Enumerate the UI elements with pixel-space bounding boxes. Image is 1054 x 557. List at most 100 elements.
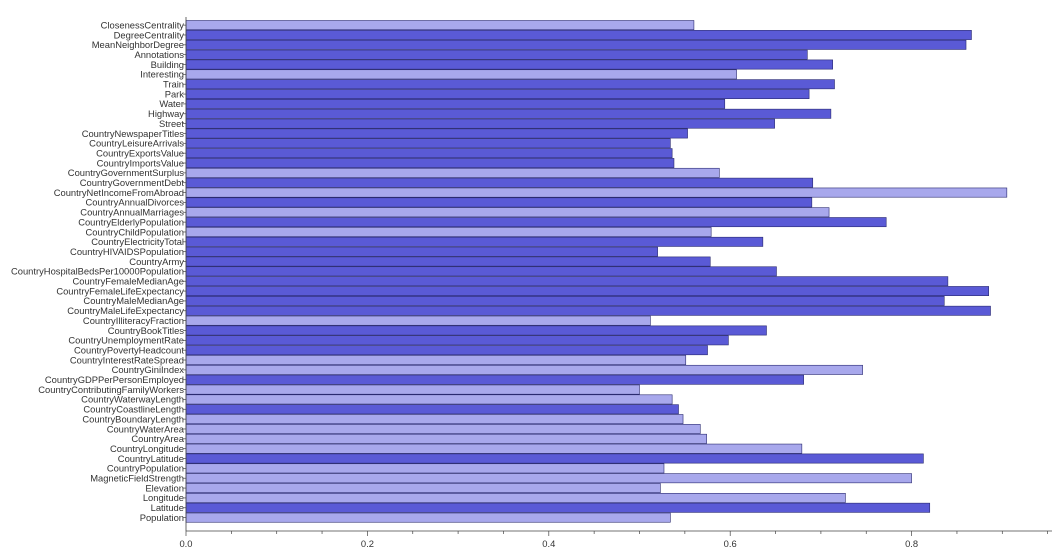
category-label: CountryImportsValue [97, 157, 184, 168]
category-label: CountryLongitude [110, 443, 184, 454]
category-label: CountryHospitalBedsPer10000Population [11, 266, 184, 277]
category-label: CountryInterestRateSpread [70, 354, 184, 365]
bar-CountryAnnualDivorces [185, 197, 813, 208]
bar-MagneticFieldStrength [185, 473, 912, 484]
category-label: MeanNeighborDegree [92, 39, 184, 50]
category-label: CountryHIVAIDSPopulation [70, 246, 184, 257]
bar-Train [185, 79, 835, 90]
bar-Interesting [185, 69, 737, 80]
bar-Latitude [185, 502, 931, 513]
category-label: CountryFemaleMedianAge [72, 276, 184, 287]
category-label: CountryGovernmentDebt [80, 177, 185, 188]
category-label: CountryElectricityTotal [91, 236, 184, 247]
bar-CountryChildPopulation [185, 227, 712, 237]
x-tick-label: 0.8 [905, 538, 918, 549]
category-label: CountryArea [131, 433, 184, 444]
bar-Street [185, 118, 775, 129]
bar-DegreeCentrality [185, 30, 972, 40]
bar-CountryLongitude [185, 443, 803, 454]
x-tick-label: 0.6 [724, 538, 737, 549]
category-label: CountryMaleMedianAge [83, 295, 184, 306]
bar-CountryHIVAIDSPopulation [185, 246, 658, 257]
x-tick-label: 0.0 [179, 538, 192, 549]
bar-CountryBookTitles [185, 325, 767, 336]
category-label: CountryLatitude [118, 453, 184, 464]
bar-CountryIlliteracyFraction [185, 315, 651, 326]
bar-CountryNetIncomeFromAbroad [185, 187, 1008, 198]
category-label: ClosenessCentrality [101, 19, 185, 30]
category-label: CountryLeisureArrivals [89, 138, 184, 149]
category-label: Park [165, 88, 185, 99]
bar-CountryElectricityTotal [185, 236, 764, 247]
category-label: CountryPovertyHeadcount [74, 344, 184, 355]
bar-Building [185, 59, 833, 70]
category-label: CountryBoundaryLength [82, 413, 184, 424]
category-labels: ClosenessCentralityDegreeCentralityMeanN… [11, 19, 185, 522]
category-label: CountryGovernmentSurplus [68, 167, 185, 178]
category-label: CountryChildPopulation [86, 226, 185, 237]
category-label: Building [151, 59, 184, 70]
bar-Highway [185, 108, 832, 119]
category-label: Population [140, 512, 184, 523]
bar-CountryFemaleLifeExpectancy [185, 286, 990, 297]
bar-Longitude [185, 492, 846, 503]
category-label: CountryAnnualMarriages [80, 207, 184, 218]
bar-CountryCoastlineLength [185, 404, 679, 415]
bar-CountryNewspaperTitles [185, 128, 688, 139]
category-label: CountryExportsValue [96, 147, 184, 158]
category-label: CountryNewspaperTitles [82, 128, 185, 139]
category-label: Longitude [143, 492, 184, 503]
category-label: DegreeCentrality [114, 29, 185, 40]
category-label: Interesting [140, 69, 184, 80]
bar-CountryContributingFamilyWorkers [185, 384, 640, 395]
bar-CountryArmy [185, 256, 711, 267]
category-label: CountryMaleLifeExpectancy [67, 305, 184, 316]
category-label: CountryGiniIndex [112, 364, 185, 375]
bar-CountryArea [185, 433, 707, 444]
category-label: CountryPopulation [107, 463, 184, 474]
category-label: CountryUnemploymentRate [68, 335, 184, 346]
bar-CountryElderlyPopulation [185, 217, 887, 228]
category-label: MagneticFieldStrength [90, 473, 184, 484]
x-tick-label: 0.2 [361, 538, 374, 549]
bar-CountryPopulation [185, 463, 665, 474]
bar-Elevation [185, 483, 661, 494]
bar-CountryUnemploymentRate [185, 335, 729, 346]
category-label: CountryElderlyPopulation [78, 216, 184, 227]
bar-CountryAnnualMarriages [185, 207, 830, 218]
bar-CountryMaleLifeExpectancy [185, 305, 991, 316]
bar-CountryBoundaryLength [185, 414, 684, 425]
bar-CountryExportsValue [185, 148, 673, 159]
bar-CountryImportsValue [185, 158, 675, 168]
category-label: Street [159, 118, 184, 129]
category-label: Annotations [134, 49, 184, 60]
category-label: CountryWaterwayLength [81, 394, 184, 405]
category-label: CountryGDPPerPersonEmployed [45, 374, 184, 385]
bar-Park [185, 89, 810, 99]
bar-CountryGovernmentDebt [185, 177, 814, 188]
category-label: CountryBookTitles [108, 325, 185, 336]
bar-CountryGDPPerPersonEmployed [185, 374, 804, 385]
category-label: CountryWaterArea [107, 423, 185, 434]
x-tick-label: 0.4 [542, 538, 555, 549]
category-label: CountryFemaleLifeExpectancy [56, 285, 184, 296]
category-label: CountryContributingFamilyWorkers [38, 384, 184, 395]
bar-CountryFemaleMedianAge [185, 276, 949, 287]
category-label: Highway [148, 108, 184, 119]
category-label: CountryArmy [129, 256, 184, 267]
category-label: CountryNetIncomeFromAbroad [54, 187, 184, 198]
bar-CountryWaterArea [185, 424, 701, 434]
bar-ClosenessCentrality [185, 20, 695, 31]
bar-CountryGiniIndex [185, 364, 863, 375]
category-label: Train [163, 79, 184, 90]
bar-CountryWaterwayLength [185, 394, 673, 405]
bar-CountryMaleMedianAge [185, 295, 945, 306]
bar-CountryLatitude [185, 453, 924, 464]
category-label: CountryCoastlineLength [83, 404, 184, 415]
bar-Annotations [185, 49, 808, 60]
bar-Water [185, 99, 726, 109]
category-label: Water [159, 98, 184, 109]
bar-CountryHospitalBedsPer10000Population [185, 266, 777, 277]
